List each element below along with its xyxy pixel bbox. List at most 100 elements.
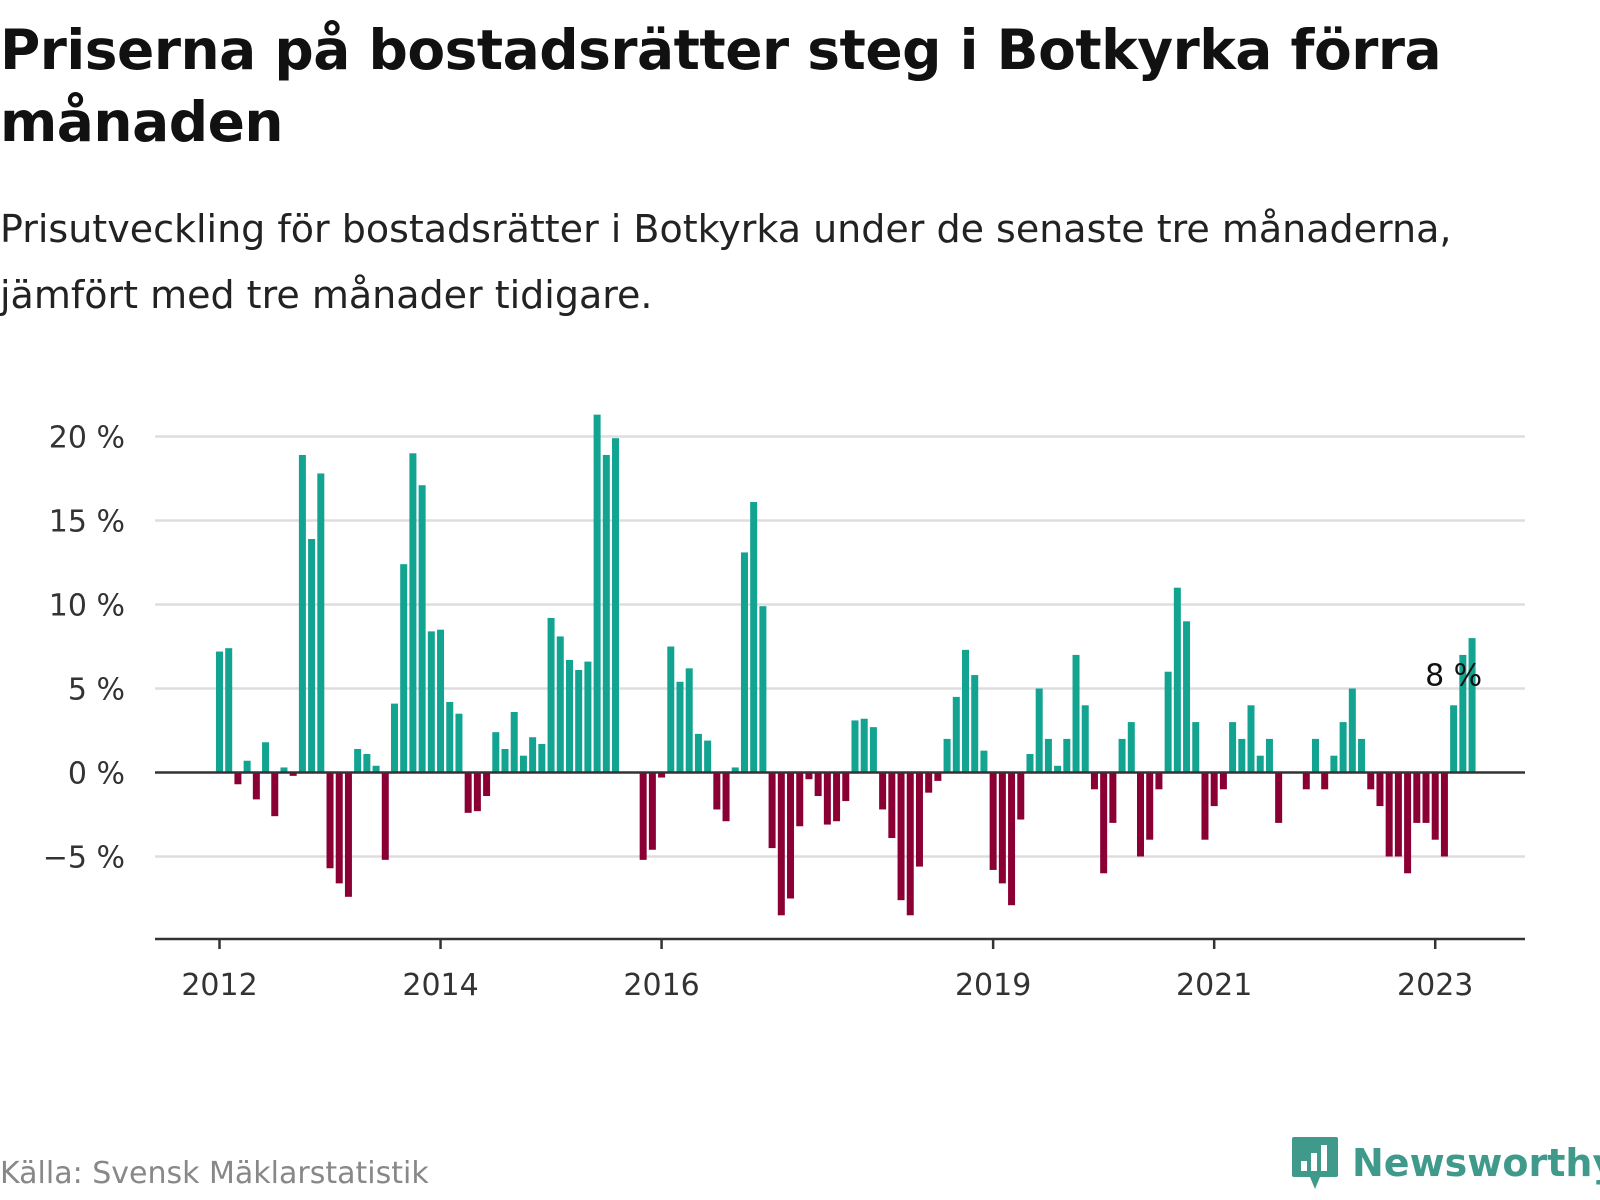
bar [1339, 722, 1347, 773]
bar [363, 754, 371, 773]
bar [243, 760, 251, 773]
bar [298, 454, 306, 773]
bar [252, 772, 260, 800]
bar [529, 737, 537, 773]
bar [658, 772, 666, 778]
bar [427, 631, 435, 773]
bar [823, 772, 831, 825]
bar [943, 738, 951, 773]
bar [1173, 587, 1181, 773]
axes [155, 771, 1525, 941]
bar [694, 733, 702, 773]
bar [547, 617, 555, 773]
bar [851, 720, 859, 773]
bar [1321, 772, 1329, 790]
x-tick-label: 2019 [955, 968, 1031, 1003]
bar [639, 772, 647, 860]
x-tick-label: 2016 [623, 968, 699, 1003]
newsworthy-logo: Newsworthy [1290, 1135, 1600, 1191]
bar [1017, 772, 1025, 820]
bar [704, 740, 712, 773]
brand-name: Newsworthy [1352, 1141, 1600, 1185]
bar [1210, 772, 1218, 807]
bar [409, 453, 417, 773]
bar [998, 772, 1006, 884]
bar [1376, 772, 1384, 807]
bar [216, 651, 223, 773]
bar [1008, 772, 1016, 906]
bar [455, 713, 463, 773]
bar [971, 675, 979, 773]
bar [1109, 772, 1117, 823]
bar [1385, 772, 1393, 857]
x-tick-label: 2023 [1397, 968, 1473, 1003]
bar [915, 772, 923, 867]
bar [390, 703, 398, 773]
bar [262, 742, 270, 773]
bar [1367, 772, 1375, 790]
latest-value-label: 8 % [1425, 658, 1482, 693]
bar [1192, 722, 1200, 773]
bar [344, 772, 352, 897]
bar [602, 454, 610, 773]
newsworthy-logo-icon [1292, 1137, 1338, 1189]
bar [1155, 772, 1163, 790]
annotations: 8 % [1425, 658, 1482, 693]
bar [1422, 772, 1430, 823]
bar [492, 732, 500, 773]
bar [1431, 772, 1439, 840]
bar [501, 748, 509, 773]
bar [1247, 705, 1255, 773]
bar [1238, 738, 1246, 773]
bar [1468, 638, 1476, 773]
y-tick-label: 5 % [68, 673, 125, 708]
bar [593, 414, 601, 773]
bar [952, 696, 960, 773]
bar [833, 772, 841, 822]
bar [280, 767, 288, 773]
bar [713, 772, 721, 810]
bar [768, 772, 776, 849]
bar [271, 772, 279, 817]
bar [565, 659, 573, 773]
bar [308, 538, 316, 773]
bar [225, 648, 233, 773]
bar [1256, 755, 1264, 773]
bar-chart: −5 %0 %5 %10 %15 %20 % 2012 2014 2016 2019 2… [43, 414, 1525, 1003]
y-tick-label: −5 % [43, 841, 125, 876]
bar [381, 772, 389, 860]
bar [740, 552, 748, 773]
bar [1219, 772, 1227, 790]
x-tick-label: 2014 [402, 968, 478, 1003]
y-tick-label: 15 % [49, 505, 125, 540]
bar [1404, 772, 1412, 874]
bar [1201, 772, 1209, 840]
x-tick-label: 2012 [181, 968, 257, 1003]
bar [750, 502, 758, 773]
bar [289, 772, 297, 776]
bar [1063, 738, 1071, 773]
bar [934, 772, 942, 781]
bar [1146, 772, 1154, 840]
bar [446, 701, 454, 773]
bar [1275, 772, 1283, 823]
bar [1164, 671, 1172, 773]
bar [842, 772, 850, 802]
bar [1265, 738, 1273, 773]
bar [1394, 772, 1402, 857]
bar [722, 772, 730, 822]
bar [1311, 738, 1319, 773]
bar [519, 755, 527, 773]
bar [1229, 722, 1237, 773]
y-tick-label: 0 % [68, 757, 125, 792]
bar [1035, 688, 1043, 773]
bar [1072, 654, 1080, 773]
bar [1118, 738, 1126, 773]
bar [1348, 688, 1356, 773]
bar [317, 473, 325, 773]
bar [1127, 722, 1135, 773]
bar [584, 661, 592, 773]
gridlines [155, 435, 1525, 858]
bar [980, 750, 988, 773]
bar [787, 772, 795, 899]
